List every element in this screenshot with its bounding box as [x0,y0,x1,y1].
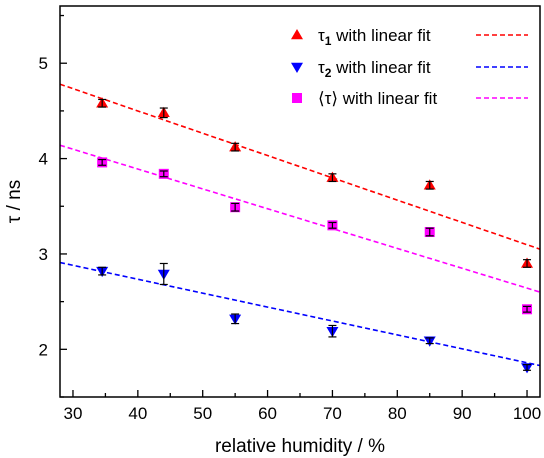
y-axis-label: τ / ns [4,180,25,223]
x-tick-label: 80 [388,404,407,423]
fit-line-series-2 [60,261,540,367]
x-tick-label: 60 [258,404,277,423]
legend-marker [292,93,302,103]
legend: τ1 with linear fit τ2 with linear fit ⟨τ⟩ … [291,26,528,108]
x-axis-label: relative humidity / % [215,436,385,457]
y-tick-label: 4 [39,150,48,169]
x-tick-label: 70 [323,404,342,423]
legend-label: τ1 with linear fit [318,26,431,48]
y-tick-label: 3 [39,245,48,264]
legend-marker [291,29,303,40]
legend-label: ⟨τ⟩ with linear fit [318,89,437,108]
legend-entry-series-1: τ1 with linear fit [291,26,528,48]
fit-line-series-3 [60,144,540,293]
legend-entry-series-2: τ2 with linear fit [291,58,528,80]
legend-entry-series-3: ⟨τ⟩ with linear fit [292,89,528,108]
x-tick-label: 50 [193,404,212,423]
fit-line-series-1 [60,83,540,250]
x-tick-label: 30 [64,404,83,423]
legend-marker [291,62,303,73]
x-tick-label: 40 [128,404,147,423]
plot-area [60,83,540,374]
axes: 30 40 50 60 70 80 90 100 2 3 4 5 [39,5,541,423]
legend-label: τ2 with linear fit [318,58,431,80]
x-tick-label: 90 [453,404,472,423]
y-tick-label: 5 [39,54,48,73]
y-tick-label: 2 [39,340,48,359]
x-tick-label: 100 [513,404,541,423]
